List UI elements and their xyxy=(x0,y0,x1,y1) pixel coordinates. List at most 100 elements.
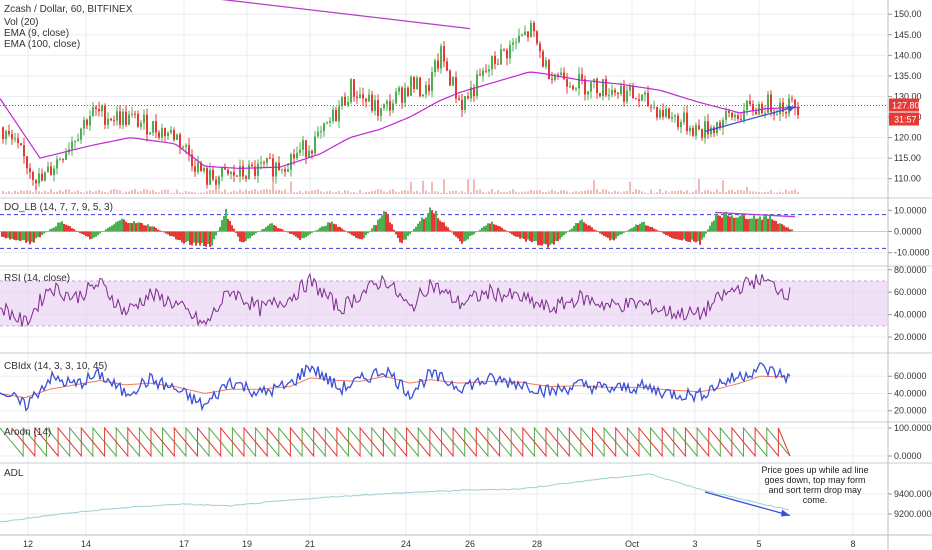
volume-bar xyxy=(566,191,568,194)
candle-body xyxy=(464,96,466,110)
histogram-bar xyxy=(539,231,541,246)
candle-body xyxy=(473,87,475,97)
volume-bar xyxy=(467,179,469,194)
candle-body xyxy=(173,130,175,140)
candle-body xyxy=(149,132,151,135)
candle-body xyxy=(737,115,739,120)
candle-body xyxy=(38,173,40,184)
candle-body xyxy=(254,166,256,176)
countdown-label: 31:57 xyxy=(894,114,917,124)
volume-bar xyxy=(425,190,427,194)
histogram-bar xyxy=(287,231,289,233)
histogram-bar xyxy=(737,217,739,232)
volume-bar xyxy=(26,190,28,194)
volume-bar xyxy=(455,190,457,194)
candle-body xyxy=(452,77,454,86)
candle-body xyxy=(791,98,793,100)
candle-body xyxy=(548,60,550,80)
volume-bar xyxy=(422,180,424,194)
histogram-bar xyxy=(663,231,665,234)
volume-bar xyxy=(752,191,754,194)
volume-bar xyxy=(215,189,217,194)
histogram-bar xyxy=(377,219,379,232)
candle-body xyxy=(761,103,763,114)
volume-bar xyxy=(101,191,103,194)
volume-bar xyxy=(560,190,562,194)
volume-bar xyxy=(485,192,487,194)
histogram-bar xyxy=(297,231,299,239)
histogram-bar xyxy=(537,231,539,246)
candle-body xyxy=(533,23,535,32)
volume-bar xyxy=(371,191,373,194)
histogram-bar xyxy=(553,231,555,245)
volume-bar xyxy=(584,190,586,194)
candle-body xyxy=(332,109,334,122)
candle-body xyxy=(125,111,127,125)
histogram-bar xyxy=(599,231,601,234)
volume-bar xyxy=(233,190,235,194)
histogram-bar xyxy=(125,221,127,232)
volume-bar xyxy=(20,190,22,194)
histogram-bar xyxy=(13,231,15,240)
histogram-bar xyxy=(259,230,261,232)
candle-body xyxy=(446,61,448,71)
candle-body xyxy=(362,94,364,99)
histogram-bar xyxy=(469,231,471,237)
histogram-bar xyxy=(371,228,373,232)
volume-bar xyxy=(380,189,382,194)
histogram-bar xyxy=(507,231,509,232)
histogram-bar xyxy=(25,231,27,243)
candle-body xyxy=(629,85,631,91)
candle-body xyxy=(578,74,580,89)
volume-bar xyxy=(59,189,61,194)
histogram-bar xyxy=(403,231,405,240)
volume-bar xyxy=(740,190,742,194)
volume-bar xyxy=(323,192,325,194)
histogram-bar xyxy=(725,211,727,232)
histogram-bar xyxy=(595,230,597,232)
volume-bar xyxy=(107,192,109,194)
volume-bar xyxy=(56,191,58,194)
candle-body xyxy=(476,74,478,97)
volume-bar xyxy=(320,191,322,194)
candle-body xyxy=(335,109,337,122)
volume-bar xyxy=(689,192,691,194)
candle-body xyxy=(302,140,304,150)
histogram-bar xyxy=(597,231,599,233)
volume-bar xyxy=(608,191,610,194)
histogram-bar xyxy=(33,231,35,243)
y-tick-label: 40.0000 xyxy=(894,388,927,398)
indicator-legend-1: EMA (9, close) xyxy=(4,28,69,39)
do-lb-trend-arrow xyxy=(714,211,796,218)
volume-bar xyxy=(89,190,91,194)
volume-bar xyxy=(161,190,163,194)
volume-bar xyxy=(293,192,295,194)
volume-bar xyxy=(452,190,454,194)
volume-bar xyxy=(785,189,787,194)
volume-bar xyxy=(110,189,112,194)
volume-bar xyxy=(716,189,718,194)
histogram-bar xyxy=(621,231,623,235)
volume-bar xyxy=(290,181,292,194)
histogram-bar xyxy=(529,231,531,242)
histogram-bar xyxy=(523,231,525,240)
x-tick-label: 5 xyxy=(756,539,761,549)
candle-body xyxy=(797,107,799,116)
histogram-bar xyxy=(155,227,157,232)
candle-body xyxy=(209,169,211,185)
volume-bar xyxy=(272,182,274,194)
histogram-bar xyxy=(781,224,783,232)
histogram-bar xyxy=(711,221,713,232)
histogram-bar xyxy=(669,231,671,237)
candle-body xyxy=(218,176,220,185)
histogram-bar xyxy=(373,225,375,232)
y-tick-label: 80.0000 xyxy=(894,265,927,275)
volume-bar xyxy=(38,191,40,194)
volume-bar xyxy=(410,181,412,194)
histogram-bar xyxy=(707,229,709,232)
candle-body xyxy=(11,133,13,140)
histogram-bar xyxy=(235,231,237,233)
volume-bar xyxy=(407,190,409,194)
histogram-bar xyxy=(437,218,439,232)
histogram-bar xyxy=(557,231,559,242)
